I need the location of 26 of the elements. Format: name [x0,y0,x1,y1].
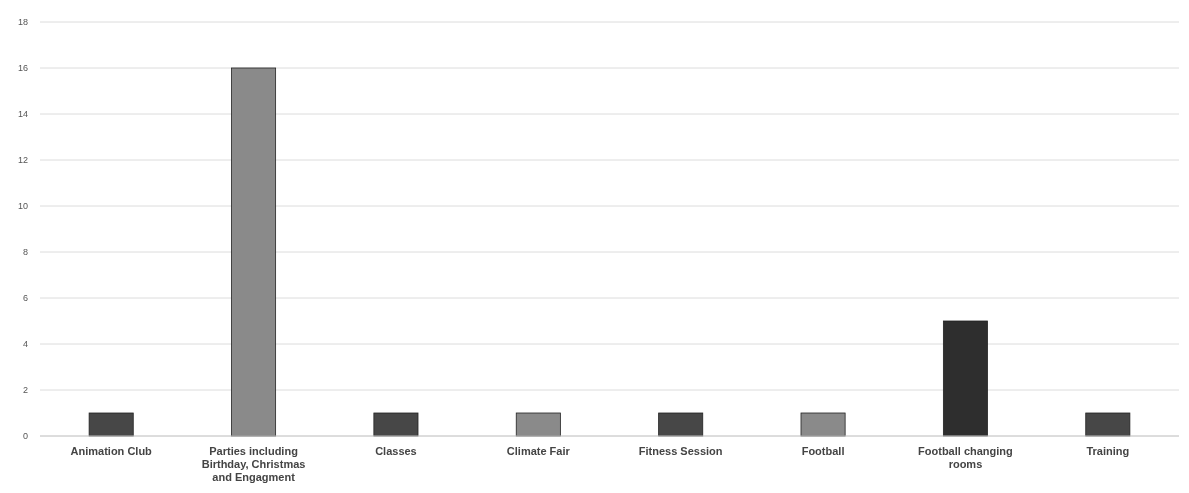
bar [88,412,134,437]
bar [373,412,419,437]
x-tick-label: Fitness Session [638,445,723,457]
bar [942,320,988,437]
x-tick-label: Training [1086,445,1130,457]
y-tick-label: 2 [22,385,28,396]
y-tick-label: 8 [22,247,28,258]
bar [800,412,846,437]
y-tick-label: 16 [17,63,28,74]
x-tick-label: Football [801,445,845,457]
y-tick-label: 6 [22,293,28,304]
x-tick-label: Football changing rooms [918,445,1013,470]
y-tick-label: 18 [17,17,28,28]
bar [231,67,277,437]
bar [515,412,561,437]
y-tick-label: 4 [22,339,28,350]
x-tick-label: Parties including Birthday, Christmas and Engagment [201,445,306,483]
y-tick-label: 14 [17,109,28,120]
y-tick-label: 0 [22,431,28,442]
x-tick-label: Climate Fair [506,445,571,457]
y-tick-label: 10 [17,201,28,212]
bar [658,412,704,437]
x-tick-label: Animation Club [70,445,153,457]
y-tick-label: 12 [17,155,28,166]
x-tick-label: Classes [375,445,417,457]
bar [1085,412,1131,437]
